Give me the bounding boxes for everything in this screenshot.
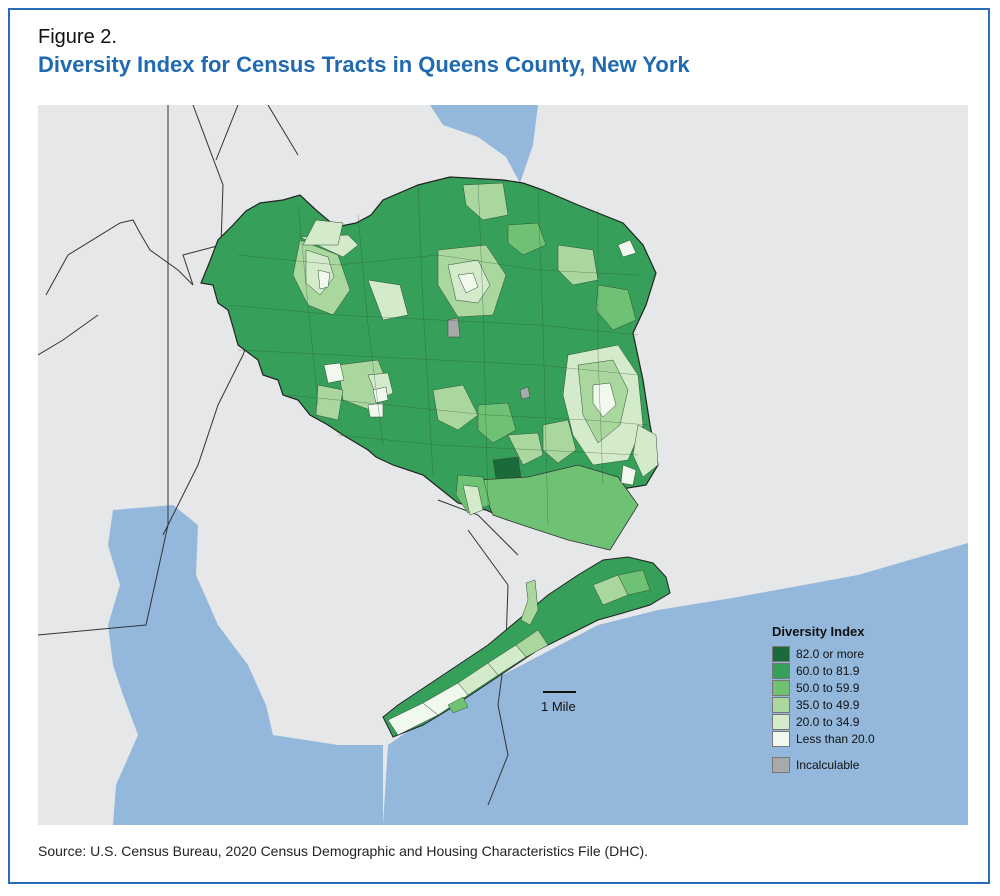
tract <box>632 424 659 478</box>
legend-swatch <box>772 679 790 696</box>
legend-item: 50.0 to 59.9 <box>772 679 932 696</box>
legend-swatch <box>772 662 790 679</box>
legend-swatch <box>772 696 790 713</box>
legend-swatch <box>772 730 790 747</box>
legend-item: 82.0 or more <box>772 645 932 662</box>
tract <box>617 569 651 596</box>
legend-label: 50.0 to 59.9 <box>796 680 860 695</box>
tract <box>592 382 617 418</box>
tract <box>367 279 409 321</box>
airport-tract <box>477 464 639 551</box>
legend-label: 35.0 to 49.9 <box>796 697 860 712</box>
tract <box>367 402 384 418</box>
tract <box>617 239 637 258</box>
legend-swatch <box>772 713 790 730</box>
tract <box>520 579 539 626</box>
legend-label: 20.0 to 34.9 <box>796 714 860 729</box>
tract <box>507 432 544 466</box>
scale-bar-label: 1 Mile <box>541 699 576 714</box>
census-tracts <box>292 182 659 736</box>
tract <box>462 484 484 516</box>
queens-map: 1 Mile <box>38 105 968 825</box>
tract <box>557 244 599 286</box>
tract-borders <box>227 179 649 526</box>
tract <box>447 317 461 338</box>
ocean-water <box>383 543 968 825</box>
bay-water <box>430 105 538 183</box>
map-panel: 1 Mile <box>38 105 968 825</box>
tract <box>542 419 577 464</box>
tract <box>302 219 344 246</box>
legend-title: Diversity Index <box>772 624 865 639</box>
tract <box>317 269 331 290</box>
figure-title: Diversity Index for Census Tracts in Que… <box>38 52 690 77</box>
figure-label: Figure 2. <box>38 26 117 48</box>
tract <box>432 384 479 431</box>
harbor-water <box>108 505 383 825</box>
tract <box>315 384 344 421</box>
tract <box>372 386 389 404</box>
tract <box>477 402 517 444</box>
legend-item: Less than 20.0 <box>772 730 932 747</box>
tract <box>447 696 469 714</box>
tract <box>457 272 479 294</box>
legend-swatch <box>772 756 790 773</box>
tract <box>323 362 345 384</box>
source-note: Source: U.S. Census Bureau, 2020 Census … <box>38 843 649 859</box>
tract <box>515 629 549 658</box>
legend-label: Less than 20.0 <box>796 731 875 746</box>
legend-label: 60.0 to 81.9 <box>796 663 860 678</box>
figure-frame <box>8 8 990 884</box>
legend-swatch <box>772 645 790 662</box>
tract <box>462 182 509 221</box>
tract <box>620 464 637 486</box>
map-legend: Diversity Index 82.0 or more 60.0 to 81.… <box>772 624 932 773</box>
tract <box>492 456 522 480</box>
legend-label: Incalculable <box>796 757 860 772</box>
tract <box>595 284 637 331</box>
legend-item: 20.0 to 34.9 <box>772 713 932 730</box>
legend-item: 60.0 to 81.9 <box>772 662 932 679</box>
legend-item: 35.0 to 49.9 <box>772 696 932 713</box>
legend-item-incalculable: Incalculable <box>772 756 932 773</box>
legend-label: 82.0 or more <box>796 646 865 661</box>
scale-bar: 1 Mile <box>541 691 576 714</box>
tract <box>519 386 531 400</box>
tract <box>507 222 547 256</box>
